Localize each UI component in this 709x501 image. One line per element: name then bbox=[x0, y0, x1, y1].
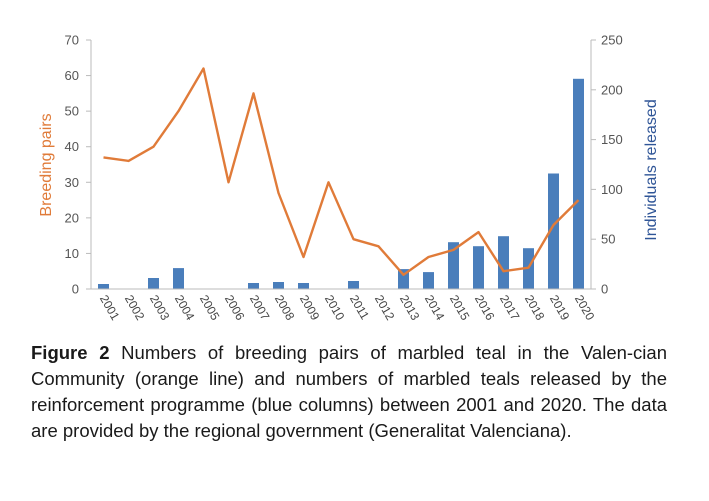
x-tick-label: 2013 bbox=[397, 293, 423, 323]
left-tick-label: 20 bbox=[65, 210, 79, 225]
x-tick-label: 2011 bbox=[347, 293, 372, 323]
bar-2003 bbox=[148, 278, 159, 289]
figure-caption: Figure 2 Numbers of breeding pairs of ma… bbox=[31, 340, 667, 444]
x-tick-label: 2008 bbox=[272, 293, 298, 323]
bar-2007 bbox=[248, 283, 259, 289]
x-tick-label: 2019 bbox=[547, 293, 573, 323]
line-series bbox=[103, 67, 580, 276]
bar-2015 bbox=[448, 242, 459, 289]
x-tick-label: 2002 bbox=[122, 293, 148, 323]
x-tick-label: 2010 bbox=[322, 293, 348, 323]
x-tick-label: 2006 bbox=[222, 293, 248, 323]
right-tick-label: 250 bbox=[601, 33, 623, 48]
left-tick-label: 70 bbox=[65, 33, 79, 48]
bar-2004 bbox=[173, 268, 184, 289]
combo-chart: 0 10 20 30 40 50 60 70 0 50 100 150 200 250 2001 2002… bbox=[38, 33, 660, 323]
bar-2017 bbox=[498, 236, 509, 289]
right-tick-label: 200 bbox=[601, 82, 623, 97]
figure-caption-label: Figure 2 bbox=[31, 342, 110, 363]
left-axis-title: Breeding pairs bbox=[38, 113, 55, 216]
right-tick-label: 150 bbox=[601, 132, 623, 147]
figure-caption-text: Numbers of breeding pairs of marbled tea… bbox=[31, 342, 667, 441]
x-tick-label: 2015 bbox=[447, 293, 473, 323]
x-axis-ticks: 2001 2002 2003 2004 2005 2006 2007 2008 2009 2010… bbox=[97, 293, 598, 323]
left-tick-label: 40 bbox=[65, 139, 79, 154]
bar-2014 bbox=[423, 272, 434, 289]
x-tick-label: 2007 bbox=[247, 293, 273, 323]
x-tick-label: 2004 bbox=[172, 293, 198, 323]
left-tick-label: 10 bbox=[65, 246, 79, 261]
bar-2019 bbox=[548, 173, 559, 289]
x-tick-label: 2003 bbox=[147, 293, 173, 323]
right-tick-label: 50 bbox=[601, 232, 615, 247]
bar-2009 bbox=[298, 283, 309, 289]
x-tick-label: 2020 bbox=[572, 293, 598, 323]
bar-2008 bbox=[273, 282, 284, 289]
x-tick-label: 2012 bbox=[372, 293, 398, 323]
x-tick-label: 2001 bbox=[97, 293, 123, 323]
x-tick-label: 2016 bbox=[472, 293, 498, 323]
x-tick-label: 2005 bbox=[197, 293, 223, 323]
right-axis-ticks: 0 50 100 150 200 250 bbox=[591, 33, 623, 297]
left-tick-label: 0 bbox=[72, 282, 79, 297]
x-tick-label: 2017 bbox=[497, 293, 523, 323]
x-tick-label: 2009 bbox=[297, 293, 323, 323]
x-tick-label: 2014 bbox=[422, 293, 448, 323]
right-tick-label: 0 bbox=[601, 282, 608, 297]
right-tick-label: 100 bbox=[601, 182, 623, 197]
bar-2011 bbox=[348, 281, 359, 289]
right-axis-title: Individuals released bbox=[643, 99, 660, 240]
left-tick-label: 50 bbox=[65, 104, 79, 119]
left-tick-label: 30 bbox=[65, 175, 79, 190]
bar-2020 bbox=[573, 78, 584, 289]
left-tick-label: 60 bbox=[65, 68, 79, 83]
bar-2001 bbox=[98, 284, 109, 289]
x-tick-label: 2018 bbox=[522, 293, 548, 323]
bar-series bbox=[98, 78, 584, 289]
bar-2016 bbox=[473, 246, 484, 289]
bar-2013 bbox=[398, 269, 409, 289]
left-axis-ticks: 0 10 20 30 40 50 60 70 bbox=[65, 33, 91, 297]
